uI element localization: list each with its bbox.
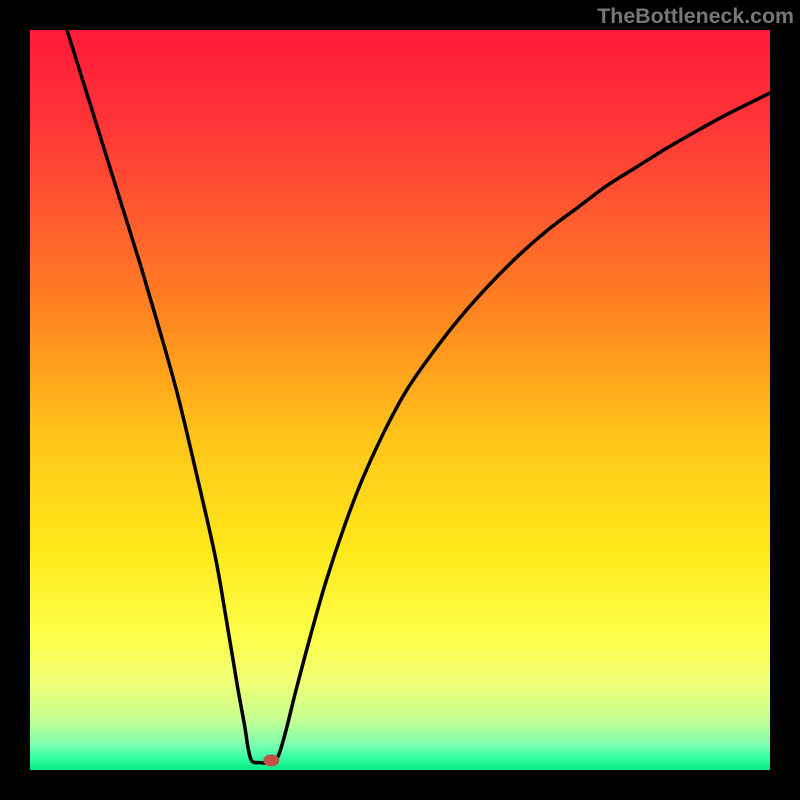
optimal-point xyxy=(263,754,279,766)
plot-area xyxy=(30,30,770,770)
plot-svg xyxy=(30,30,770,770)
chart-root: TheBottleneck.com xyxy=(0,0,800,800)
watermark-text: TheBottleneck.com xyxy=(597,4,794,29)
